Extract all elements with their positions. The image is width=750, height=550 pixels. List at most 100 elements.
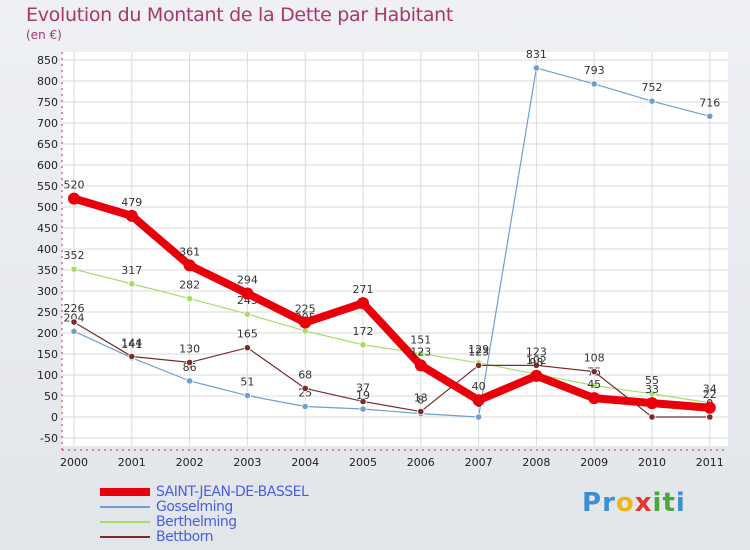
data-label: 831 — [526, 48, 547, 61]
y-tick-label: -50 — [40, 432, 58, 445]
data-label: 123 — [468, 345, 489, 358]
data-point — [532, 361, 541, 369]
data-label: 520 — [64, 179, 85, 192]
legend-swatch — [100, 536, 150, 538]
data-label: 165 — [237, 328, 258, 341]
data-label: 40 — [472, 380, 486, 393]
data-point — [128, 280, 136, 288]
legend-label: Gosselming — [156, 499, 233, 515]
legend-label: Bettborn — [156, 529, 214, 545]
y-tick-label: 450 — [37, 222, 58, 235]
data-label: 141 — [121, 338, 142, 351]
data-label: 33 — [645, 383, 659, 396]
data-label: 123 — [410, 345, 431, 358]
data-label: 19 — [356, 389, 370, 402]
data-label: 129 — [468, 343, 489, 356]
data-label: 34 — [703, 383, 717, 396]
data-point — [243, 344, 251, 352]
x-tick-label: 2008 — [522, 456, 550, 469]
data-point — [417, 349, 425, 358]
logo-letter: r — [602, 488, 616, 518]
series-line — [70, 194, 714, 412]
y-tick-label: 500 — [37, 201, 58, 214]
data-label: 98 — [529, 356, 543, 369]
data-point — [414, 359, 427, 372]
y-tick-label: 600 — [37, 159, 58, 172]
data-label: 225 — [295, 303, 316, 316]
data-point — [590, 80, 598, 88]
logo-letter: i — [652, 488, 663, 518]
data-point — [359, 397, 367, 406]
data-label: 123 — [526, 345, 547, 358]
x-tick-label: 2000 — [60, 456, 88, 469]
data-label: 108 — [584, 352, 605, 365]
x-tick-label: 2006 — [407, 456, 435, 469]
legend-label: SAINT-JEAN-DE-BASSEL — [156, 484, 309, 500]
x-tick-label: 2009 — [580, 456, 608, 469]
legend-swatch — [100, 488, 150, 496]
data-point — [301, 402, 309, 411]
data-label: 68 — [298, 368, 312, 381]
data-point — [472, 394, 485, 407]
x-tick-label: 2011 — [696, 456, 724, 469]
data-label: 361 — [179, 245, 200, 258]
data-label: 204 — [64, 311, 85, 324]
data-point — [186, 377, 194, 385]
x-tick-label: 2007 — [465, 456, 493, 469]
data-point — [703, 401, 716, 414]
data-point — [70, 265, 78, 273]
data-label: 352 — [64, 249, 85, 262]
legend-swatch — [100, 506, 150, 508]
x-tick-label: 2001 — [118, 456, 146, 469]
data-point — [530, 369, 543, 382]
data-label: 226 — [64, 302, 85, 315]
data-point — [186, 358, 194, 366]
data-label: 282 — [179, 279, 200, 292]
y-tick-label: 350 — [37, 264, 58, 277]
data-label: 479 — [121, 196, 142, 209]
series-line — [73, 321, 711, 418]
data-point — [417, 407, 425, 416]
logo-letter: x — [634, 488, 653, 518]
logo-letter: i — [675, 488, 686, 518]
x-tick-label: 2010 — [638, 456, 666, 469]
y-tick-label: 150 — [37, 348, 58, 361]
proxiti-logo: Proxiti — [582, 488, 686, 518]
data-point — [648, 413, 656, 421]
x-tick-label: 2003 — [233, 456, 261, 469]
data-label: 151 — [410, 334, 431, 347]
data-point — [243, 310, 251, 318]
data-point — [301, 327, 309, 335]
data-label: 22 — [703, 388, 717, 401]
data-label: 793 — [584, 64, 605, 77]
data-label: 86 — [183, 361, 197, 374]
data-label: 144 — [121, 337, 142, 350]
data-point — [68, 192, 80, 205]
logo-letter: P — [582, 488, 603, 518]
data-label: 752 — [642, 81, 663, 94]
data-point — [590, 381, 598, 390]
y-tick-label: 750 — [37, 96, 58, 109]
data-point — [183, 259, 196, 272]
data-point — [70, 318, 78, 326]
data-point — [588, 392, 601, 405]
data-label: 55 — [645, 374, 659, 387]
data-label: 271 — [353, 283, 374, 296]
data-label: 45 — [587, 378, 601, 391]
data-point — [474, 413, 483, 421]
series-line — [73, 67, 711, 418]
data-point — [359, 341, 367, 349]
x-tick-label: 2004 — [291, 456, 319, 469]
data-point — [301, 384, 309, 393]
data-label: 37 — [356, 381, 370, 394]
data-point — [706, 413, 714, 421]
y-tick-label: 800 — [37, 75, 58, 88]
data-point — [241, 287, 254, 300]
logo-letter: t — [662, 488, 676, 518]
legend-swatch — [100, 521, 150, 523]
data-point — [359, 405, 367, 413]
chart-unit: (en €) — [26, 28, 62, 42]
legend-label: Berthelming — [156, 514, 237, 530]
data-point — [125, 209, 138, 222]
